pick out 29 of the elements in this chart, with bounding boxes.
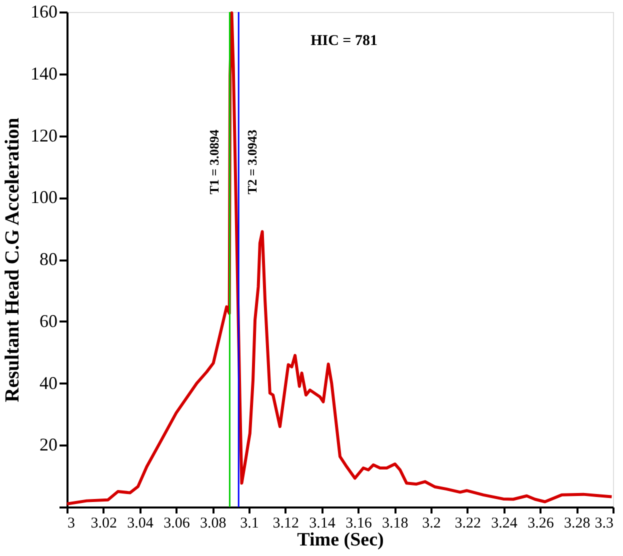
x-tick-label: 3.18: [382, 516, 408, 532]
y-tick-label: 140: [30, 63, 58, 84]
x-axis-title: Time (Sec): [297, 530, 384, 550]
y-tick-label: 120: [30, 125, 58, 146]
x-tick-label: 3.1: [240, 516, 259, 532]
x-tick-label: 3.3: [594, 516, 614, 532]
x-tick-label: 3: [68, 516, 75, 532]
y-tick-label: 100: [30, 187, 58, 208]
annotation: HIC = 781: [310, 33, 378, 49]
x-tick-label: 3.2: [422, 516, 441, 532]
x-tick-label: 3.24: [491, 516, 518, 532]
x-tick-label: 3.28: [564, 516, 590, 532]
y-tick-label: 60: [40, 310, 58, 331]
y-tick-label: 20: [40, 434, 58, 455]
x-tick-label: 3.02: [90, 516, 118, 532]
x-tick-label: 3.12: [272, 516, 300, 532]
x-tick-label: 3.22: [454, 516, 482, 532]
x-tick-label: 3.06: [164, 516, 190, 532]
x-tick-label: 3.14: [309, 516, 336, 532]
x-tick-label: 3.04: [127, 516, 154, 532]
ref-line-label: T2 = 3.0943: [244, 129, 260, 194]
x-tick-label: 3.16: [346, 516, 372, 532]
x-tick-label: 3.26: [528, 516, 554, 532]
y-tick-label: 80: [40, 249, 58, 269]
ref-line-label: T1 = 3.0894: [206, 129, 222, 194]
x-tick-label: 3.08: [200, 516, 226, 532]
y-tick-label: 160: [30, 2, 58, 22]
y-tick-label: 40: [40, 372, 58, 393]
y-axis-title: Resultant Head C.G Acceleration: [2, 118, 24, 402]
